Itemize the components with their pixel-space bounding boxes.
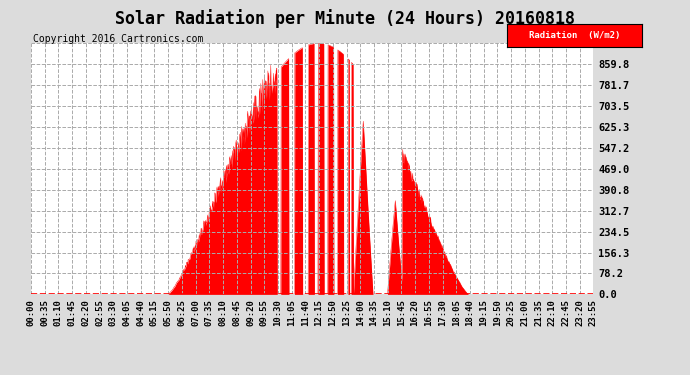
Text: Radiation  (W/m2): Radiation (W/m2): [529, 31, 620, 40]
Text: Copyright 2016 Cartronics.com: Copyright 2016 Cartronics.com: [33, 34, 204, 44]
Text: Solar Radiation per Minute (24 Hours) 20160818: Solar Radiation per Minute (24 Hours) 20…: [115, 9, 575, 28]
